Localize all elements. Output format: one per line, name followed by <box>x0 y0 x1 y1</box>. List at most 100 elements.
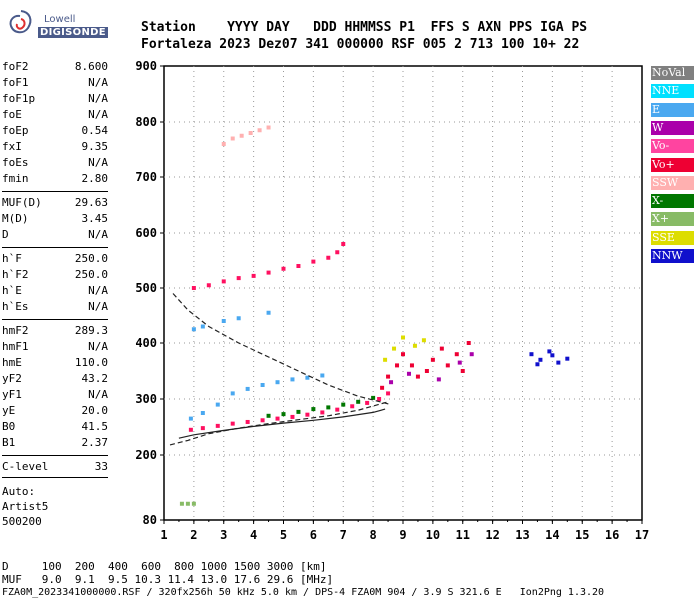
param-label: fmin <box>2 172 29 185</box>
param-label: B1 <box>2 436 16 449</box>
x-tick-label: 7 <box>340 528 347 542</box>
data-point <box>380 385 385 390</box>
param-value: 41.5 <box>81 420 109 433</box>
param-label: M(D) <box>2 212 29 225</box>
data-point <box>230 391 235 396</box>
logo-text-lowell: Lowell <box>44 14 76 25</box>
param-row: B1 2.37 <box>2 436 108 451</box>
legend-item: Vo+ <box>651 157 694 172</box>
model-curve <box>169 401 389 446</box>
param-row: yF2 43.2 <box>2 372 108 387</box>
data-point <box>290 377 295 382</box>
x-tick-label: 3 <box>220 528 227 542</box>
data-point <box>395 363 400 368</box>
param-row: h`E N/A <box>2 284 108 299</box>
param-row: fxI 9.35 <box>2 140 108 155</box>
footer-info: FZA0M_2023341000000.RSF / 320fx256h 50 k… <box>2 587 605 598</box>
data-point <box>409 363 414 368</box>
y-tick-label: 800 <box>135 115 157 129</box>
param-label: D <box>2 228 9 241</box>
data-point <box>469 352 474 357</box>
param-value: N/A <box>88 284 108 297</box>
data-point <box>377 397 382 401</box>
y-tick-label: 900 <box>135 59 157 73</box>
param-label: yE <box>2 404 16 417</box>
data-point <box>236 276 241 281</box>
data-point <box>341 402 346 407</box>
data-point <box>296 409 301 414</box>
y-tick-label: 300 <box>135 392 157 406</box>
data-point <box>281 412 286 417</box>
data-point <box>245 386 250 391</box>
data-point <box>565 356 570 361</box>
param-row: D N/A <box>2 228 108 243</box>
data-point <box>191 501 196 506</box>
auto-scaling-text: Artist5 <box>2 500 49 513</box>
data-point <box>466 341 471 345</box>
x-tick-label: 1 <box>160 528 167 542</box>
param-value: 2.37 <box>81 436 109 449</box>
data-point <box>386 391 391 396</box>
param-row: B0 41.5 <box>2 420 108 435</box>
data-point <box>275 416 280 421</box>
auto-scaling-text: 500200 <box>2 515 42 528</box>
param-row: h`Es N/A <box>2 300 108 315</box>
data-point <box>389 380 394 385</box>
param-value: 2.80 <box>81 172 109 185</box>
param-label: hmE <box>2 356 22 369</box>
y-tick-label: 80 <box>143 513 157 527</box>
x-tick-label: 15 <box>575 528 589 542</box>
param-label: foF2 <box>2 60 29 73</box>
data-point <box>401 352 405 357</box>
param-label: foE <box>2 108 22 121</box>
divider <box>2 191 108 192</box>
data-point <box>550 353 555 358</box>
param-label: h`F2 <box>2 268 29 281</box>
data-point <box>311 259 316 264</box>
data-point <box>191 327 196 332</box>
legend-item: Vo- <box>651 139 694 154</box>
data-point <box>245 419 250 424</box>
data-point <box>335 407 340 412</box>
param-label: foEp <box>2 124 29 137</box>
y-tick-label: 700 <box>135 170 157 184</box>
data-point <box>179 501 184 506</box>
distance-row: D 100 200 400 600 800 1000 1500 3000 [km… <box>2 560 327 573</box>
data-point <box>191 286 196 290</box>
param-label: hmF2 <box>2 324 29 337</box>
legend-item: X+ <box>651 212 694 227</box>
param-value: 43.2 <box>81 372 109 385</box>
param-value: N/A <box>88 388 108 401</box>
data-point <box>460 369 465 373</box>
param-label: MUF(D) <box>2 196 42 209</box>
param-value: N/A <box>88 92 108 105</box>
data-point <box>239 133 244 138</box>
data-point <box>206 283 211 288</box>
data-point <box>529 352 534 357</box>
y-tick-label: 500 <box>135 281 157 295</box>
x-tick-label: 12 <box>485 528 499 542</box>
data-point <box>547 349 552 354</box>
param-value: 110.0 <box>74 356 108 369</box>
data-point <box>215 402 220 407</box>
param-value: N/A <box>88 228 108 241</box>
auto-scaling-text: Auto: <box>2 485 36 498</box>
x-tick-label: 8 <box>370 528 377 542</box>
param-value: 250.0 <box>74 268 108 281</box>
param-label: yF2 <box>2 372 22 385</box>
data-point <box>305 412 310 417</box>
divider <box>2 477 108 478</box>
data-point <box>257 128 262 133</box>
param-value: N/A <box>88 76 108 89</box>
data-point <box>248 131 253 135</box>
data-point <box>281 266 286 271</box>
param-label: h`Es <box>2 300 29 313</box>
data-point <box>350 404 355 409</box>
data-point <box>230 136 235 141</box>
data-point <box>326 255 331 260</box>
data-point <box>424 369 429 373</box>
param-label: hmF1 <box>2 340 29 353</box>
model-curve <box>178 408 386 439</box>
header-line-1: Station YYYY DAY DDD HHMMSS P1 FFS S AXN… <box>141 20 588 35</box>
param-row: C-level 33 <box>2 460 108 475</box>
